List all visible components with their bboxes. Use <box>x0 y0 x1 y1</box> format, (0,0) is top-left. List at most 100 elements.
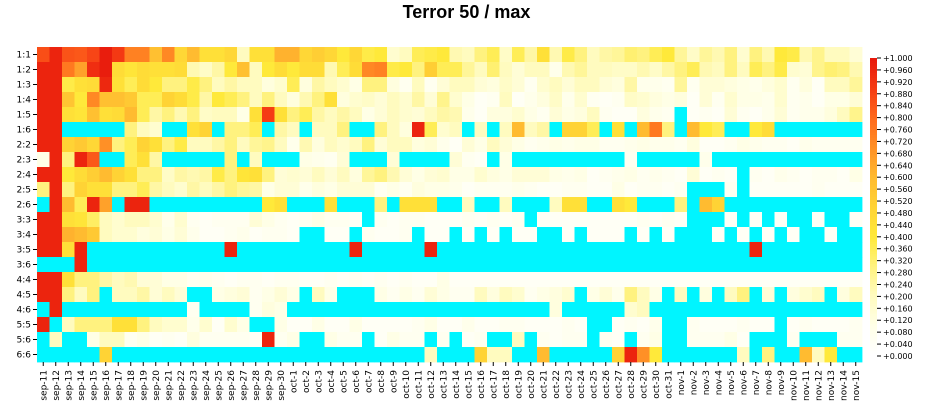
heatmap-cell <box>787 272 800 288</box>
heatmap-cell <box>387 212 400 228</box>
heatmap-cell <box>737 242 750 258</box>
column-label: sep-15 <box>89 370 99 401</box>
heatmap-cell <box>824 302 838 318</box>
heatmap-cell <box>262 257 275 273</box>
heatmap-cell <box>562 347 575 363</box>
heatmap-cell <box>187 287 200 303</box>
colorbar-segment <box>870 348 877 352</box>
heatmap-cell <box>49 287 63 303</box>
heatmap-cell <box>837 302 850 318</box>
heatmap-cell <box>574 122 588 138</box>
heatmap-cell <box>462 227 475 243</box>
heatmap-cell <box>749 242 763 258</box>
heatmap-cell <box>724 152 738 168</box>
heatmap-cell <box>424 227 438 243</box>
heatmap-cell <box>324 122 338 138</box>
heatmap-cell <box>362 317 375 333</box>
heatmap-cell <box>824 347 838 363</box>
heatmap-cell <box>699 77 713 93</box>
heatmap-cell <box>174 197 188 213</box>
column-label: oct-5 <box>339 370 349 393</box>
heatmap-cell <box>499 197 513 213</box>
heatmap-cell <box>624 227 638 243</box>
heatmap-cell <box>774 302 788 318</box>
heatmap-cell <box>224 347 238 363</box>
heatmap-cell <box>512 92 525 108</box>
heatmap-cell <box>587 317 600 333</box>
heatmap-cell <box>237 137 250 153</box>
heatmap-cell <box>637 47 650 63</box>
heatmap-cell <box>237 77 250 93</box>
heatmap-cell <box>774 62 788 78</box>
heatmap-cell <box>349 257 363 273</box>
heatmap-cell <box>562 47 575 63</box>
heatmap-cell <box>637 332 650 348</box>
heatmap-cell <box>612 152 625 168</box>
heatmap-cell <box>37 317 50 333</box>
heatmap-cell <box>262 152 275 168</box>
heatmap-cell <box>562 332 575 348</box>
heatmap-cell <box>549 152 563 168</box>
heatmap-cell <box>512 257 525 273</box>
colorbar-label: +0.560 <box>883 185 913 194</box>
heatmap-cell <box>699 182 713 198</box>
heatmap-cell <box>62 302 75 318</box>
heatmap-cell <box>449 347 463 363</box>
heatmap-cell <box>762 317 775 333</box>
heatmap-cell <box>74 167 88 183</box>
heatmap-cell <box>137 287 150 303</box>
heatmap-cell <box>337 47 350 63</box>
heatmap-cell <box>337 77 350 93</box>
heatmap-cell <box>674 302 688 318</box>
heatmap-cell <box>462 212 475 228</box>
heatmap-cell <box>712 332 725 348</box>
heatmap-cell <box>399 167 413 183</box>
heatmap-cell <box>349 137 363 153</box>
heatmap-cell <box>299 47 313 63</box>
column-label: nov-13 <box>827 370 837 401</box>
heatmap-cell <box>74 257 88 273</box>
colorbar-segment <box>870 264 877 268</box>
heatmap-cell <box>187 347 200 363</box>
colorbar-segment <box>870 321 877 325</box>
colorbar-label: +0.280 <box>883 269 913 278</box>
heatmap-cell <box>674 347 688 363</box>
heatmap-cell <box>412 332 425 348</box>
colorbar-segment <box>870 346 877 350</box>
heatmap-cell <box>49 272 63 288</box>
heatmap-cell <box>537 137 550 153</box>
heatmap-cell <box>499 107 513 123</box>
colorbar-segment <box>870 70 877 74</box>
heatmap-cell <box>712 272 725 288</box>
heatmap-cell <box>412 47 425 63</box>
column-label: oct-18 <box>502 370 512 399</box>
colorbar-segment <box>870 318 877 322</box>
heatmap-cell <box>87 212 100 228</box>
heatmap-cell <box>762 62 775 78</box>
heatmap-cell <box>412 107 425 123</box>
heatmap-cell <box>349 77 363 93</box>
heatmap-cell <box>237 152 250 168</box>
heatmap-cell <box>837 137 850 153</box>
colorbar-segment <box>870 60 877 64</box>
heatmap-cell <box>649 287 663 303</box>
heatmap-cell <box>162 272 175 288</box>
heatmap-cell <box>249 152 263 168</box>
heatmap-cell <box>537 62 550 78</box>
heatmap-cell <box>224 197 238 213</box>
colorbar-label: +0.440 <box>883 221 913 230</box>
heatmap-cell <box>699 332 713 348</box>
heatmap-cell <box>549 347 563 363</box>
heatmap-cell <box>324 182 338 198</box>
heatmap-cell <box>399 227 413 243</box>
heatmap-cell <box>99 302 113 318</box>
heatmap-cell <box>649 242 663 258</box>
colorbar-segment <box>870 102 877 106</box>
heatmap-cell <box>487 287 500 303</box>
heatmap-cell <box>37 182 50 198</box>
heatmap-cell <box>112 257 125 273</box>
heatmap-cell <box>174 287 188 303</box>
column-label: oct-21 <box>539 370 549 399</box>
heatmap-cell <box>474 107 488 123</box>
heatmap-cell <box>524 62 538 78</box>
